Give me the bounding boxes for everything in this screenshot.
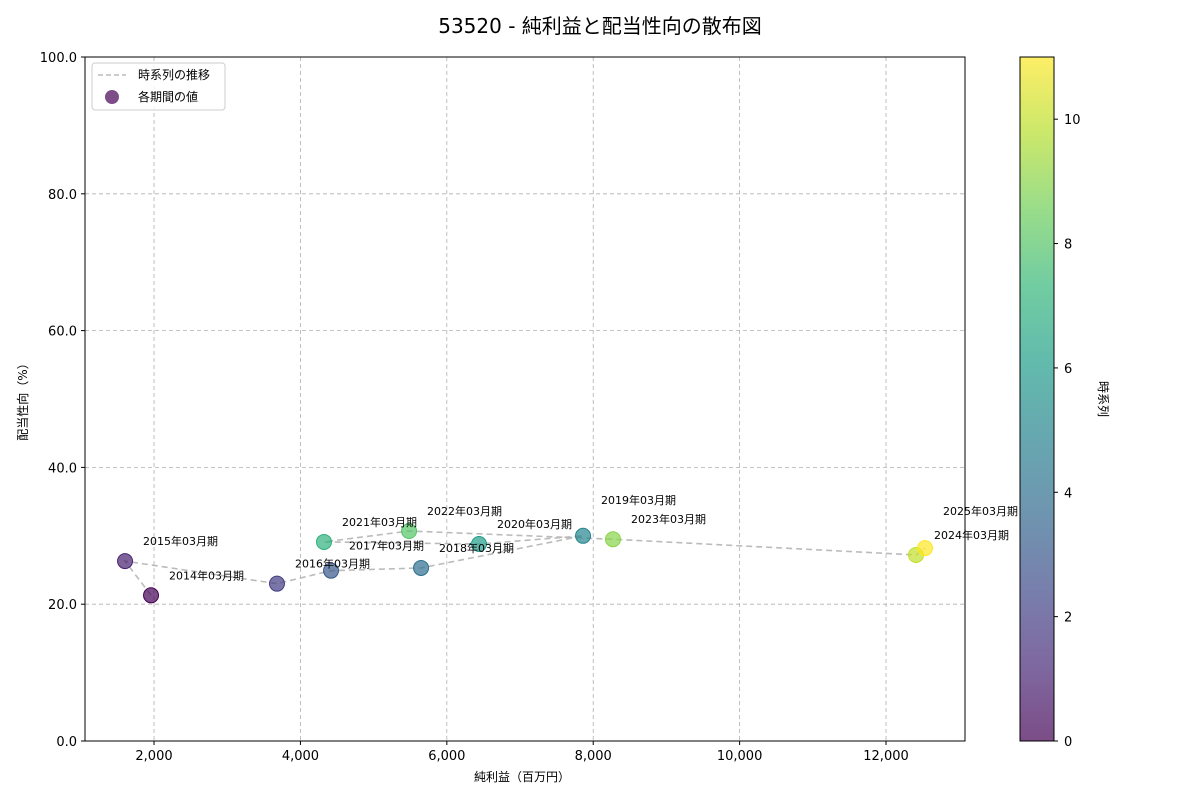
point-label: 2021年03月期 (342, 515, 417, 529)
x-tick-label: 6,000 (428, 749, 465, 764)
x-axis: 2,000 4,000 6,000 8,000 10,000 12,000 (135, 741, 909, 764)
point-label: 2022年03月期 (427, 504, 502, 518)
data-point (917, 540, 934, 557)
data-point (604, 531, 621, 548)
data-point (575, 527, 592, 544)
points (117, 523, 934, 604)
y-tick-label: 20.0 (48, 598, 77, 613)
y-tick-label: 40.0 (48, 461, 77, 476)
point-label: 2023年03月期 (631, 512, 706, 526)
grid (85, 57, 965, 741)
colorbar-tick-label: 8 (1064, 238, 1072, 253)
y-tick-label: 100.0 (40, 51, 77, 66)
legend-marker-swatch (105, 90, 119, 104)
colorbar-label: 時系列 (1096, 381, 1110, 417)
x-axis-label: 純利益（百万円） (474, 770, 570, 784)
data-point (315, 533, 332, 550)
x-tick-label: 12,000 (863, 749, 909, 764)
data-point (401, 523, 418, 540)
y-tick-label: 0.0 (56, 735, 77, 750)
colorbar-tick-label: 2 (1064, 611, 1072, 626)
data-point (117, 553, 134, 570)
x-tick-label: 4,000 (282, 749, 319, 764)
point-label: 2014年03月期 (169, 568, 244, 582)
data-point (323, 562, 340, 579)
y-axis: 0.0 20.0 40.0 60.0 80.0 100.0 (40, 51, 85, 750)
colorbar: 0 2 4 6 8 10 時系列 (1019, 56, 1110, 750)
colorbar-tick-label: 10 (1064, 113, 1081, 128)
x-tick-label: 8,000 (575, 749, 612, 764)
x-tick-label: 10,000 (717, 749, 763, 764)
colorbar-tick-label: 6 (1064, 362, 1072, 377)
point-label: 2015年03月期 (143, 534, 218, 548)
point-labels: 2014年03月期 2015年03月期 2016年03月期 2017年03月期 2018… (143, 493, 1018, 583)
y-axis-label: 配当性向（%） (15, 357, 30, 440)
colorbar-gradient (1019, 56, 1055, 742)
point-label: 2025年03月期 (943, 504, 1018, 518)
colorbar-tick-label: 0 (1064, 735, 1072, 750)
point-label: 2019年03月期 (601, 493, 676, 507)
legend-entry-trend: 時系列の推移 (138, 68, 210, 82)
point-label: 2017年03月期 (349, 539, 424, 553)
plot-frame (84, 56, 966, 742)
colorbar-tick-label: 4 (1064, 486, 1072, 501)
trend-polyline (123, 530, 926, 596)
legend: 時系列の推移 各期間の値 (91, 62, 226, 111)
legend-entry-points: 各期間の値 (138, 89, 198, 104)
y-tick-label: 60.0 (48, 325, 77, 340)
trend-line (123, 530, 926, 596)
point-label: 2018年03月期 (439, 541, 514, 555)
data-point (143, 587, 160, 604)
y-tick-label: 80.0 (48, 188, 77, 203)
chart-title: 53520 - 純利益と配当性向の散布図 (438, 14, 762, 38)
point-label: 2024年03月期 (934, 528, 1009, 542)
x-tick-label: 2,000 (135, 749, 172, 764)
data-point (471, 536, 488, 553)
data-point (413, 559, 430, 576)
point-label: 2016年03月期 (295, 557, 370, 571)
point-label: 2020年03月期 (497, 517, 572, 531)
data-point (269, 575, 286, 592)
